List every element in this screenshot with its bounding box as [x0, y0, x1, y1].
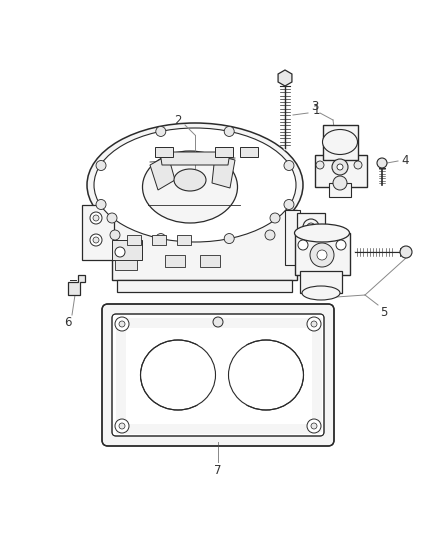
- Circle shape: [316, 161, 324, 169]
- Bar: [112, 240, 142, 260]
- Circle shape: [317, 250, 327, 260]
- Circle shape: [110, 230, 120, 240]
- Bar: [112, 210, 297, 280]
- Circle shape: [119, 423, 125, 429]
- Circle shape: [303, 219, 319, 235]
- Ellipse shape: [322, 130, 357, 155]
- Circle shape: [307, 419, 321, 433]
- Circle shape: [115, 317, 129, 331]
- Circle shape: [284, 199, 294, 209]
- Ellipse shape: [174, 169, 206, 191]
- Bar: [176, 345, 266, 405]
- Ellipse shape: [142, 151, 237, 223]
- Bar: [295, 233, 350, 275]
- Text: 2: 2: [174, 114, 182, 126]
- Bar: [116, 318, 320, 328]
- Circle shape: [96, 199, 106, 209]
- Text: 1: 1: [312, 104, 320, 117]
- Circle shape: [115, 247, 125, 257]
- Ellipse shape: [141, 340, 215, 410]
- Circle shape: [307, 317, 321, 331]
- Bar: [297, 213, 325, 241]
- Bar: [285, 210, 300, 265]
- FancyBboxPatch shape: [112, 314, 324, 436]
- Circle shape: [307, 223, 315, 231]
- Circle shape: [107, 213, 117, 223]
- Bar: [152, 235, 166, 245]
- Bar: [215, 147, 233, 157]
- Bar: [329, 183, 351, 197]
- Circle shape: [311, 423, 317, 429]
- Ellipse shape: [302, 286, 340, 300]
- Circle shape: [224, 126, 234, 136]
- Bar: [155, 147, 173, 157]
- Bar: [116, 424, 320, 434]
- Bar: [82, 205, 114, 260]
- Bar: [300, 271, 342, 293]
- Circle shape: [311, 321, 317, 327]
- Circle shape: [156, 233, 166, 244]
- Circle shape: [270, 213, 280, 223]
- Circle shape: [265, 230, 275, 240]
- Circle shape: [93, 237, 99, 243]
- Circle shape: [284, 160, 294, 171]
- Bar: [240, 147, 258, 157]
- Circle shape: [377, 158, 387, 168]
- Bar: [165, 255, 185, 267]
- Bar: [312, 318, 322, 432]
- Ellipse shape: [229, 340, 304, 410]
- Circle shape: [96, 160, 106, 171]
- Circle shape: [119, 321, 125, 327]
- Bar: [117, 280, 292, 292]
- Polygon shape: [160, 152, 230, 165]
- Circle shape: [156, 126, 166, 136]
- Text: 5: 5: [380, 305, 388, 319]
- Circle shape: [337, 164, 343, 170]
- Bar: [115, 260, 137, 270]
- Text: 3: 3: [311, 101, 319, 114]
- Circle shape: [224, 233, 234, 244]
- Circle shape: [354, 161, 362, 169]
- Circle shape: [332, 159, 348, 175]
- Polygon shape: [212, 155, 235, 188]
- Bar: [323, 125, 358, 160]
- Ellipse shape: [87, 123, 303, 247]
- Circle shape: [90, 234, 102, 246]
- Circle shape: [115, 419, 129, 433]
- Bar: [177, 235, 191, 245]
- Polygon shape: [278, 70, 292, 86]
- FancyBboxPatch shape: [102, 304, 334, 446]
- Circle shape: [298, 240, 308, 250]
- Circle shape: [93, 215, 99, 221]
- Circle shape: [310, 243, 334, 267]
- Bar: [200, 255, 220, 267]
- Circle shape: [213, 317, 223, 327]
- Bar: [116, 318, 126, 432]
- Ellipse shape: [94, 128, 296, 242]
- Bar: [127, 235, 141, 245]
- Text: 4: 4: [401, 154, 409, 166]
- Circle shape: [400, 246, 412, 258]
- Text: 7: 7: [214, 464, 222, 477]
- Bar: [315, 155, 367, 187]
- Circle shape: [333, 176, 347, 190]
- Circle shape: [336, 240, 346, 250]
- Polygon shape: [150, 155, 175, 190]
- Text: 6: 6: [64, 317, 72, 329]
- Circle shape: [90, 212, 102, 224]
- Polygon shape: [68, 275, 85, 295]
- Ellipse shape: [294, 224, 350, 242]
